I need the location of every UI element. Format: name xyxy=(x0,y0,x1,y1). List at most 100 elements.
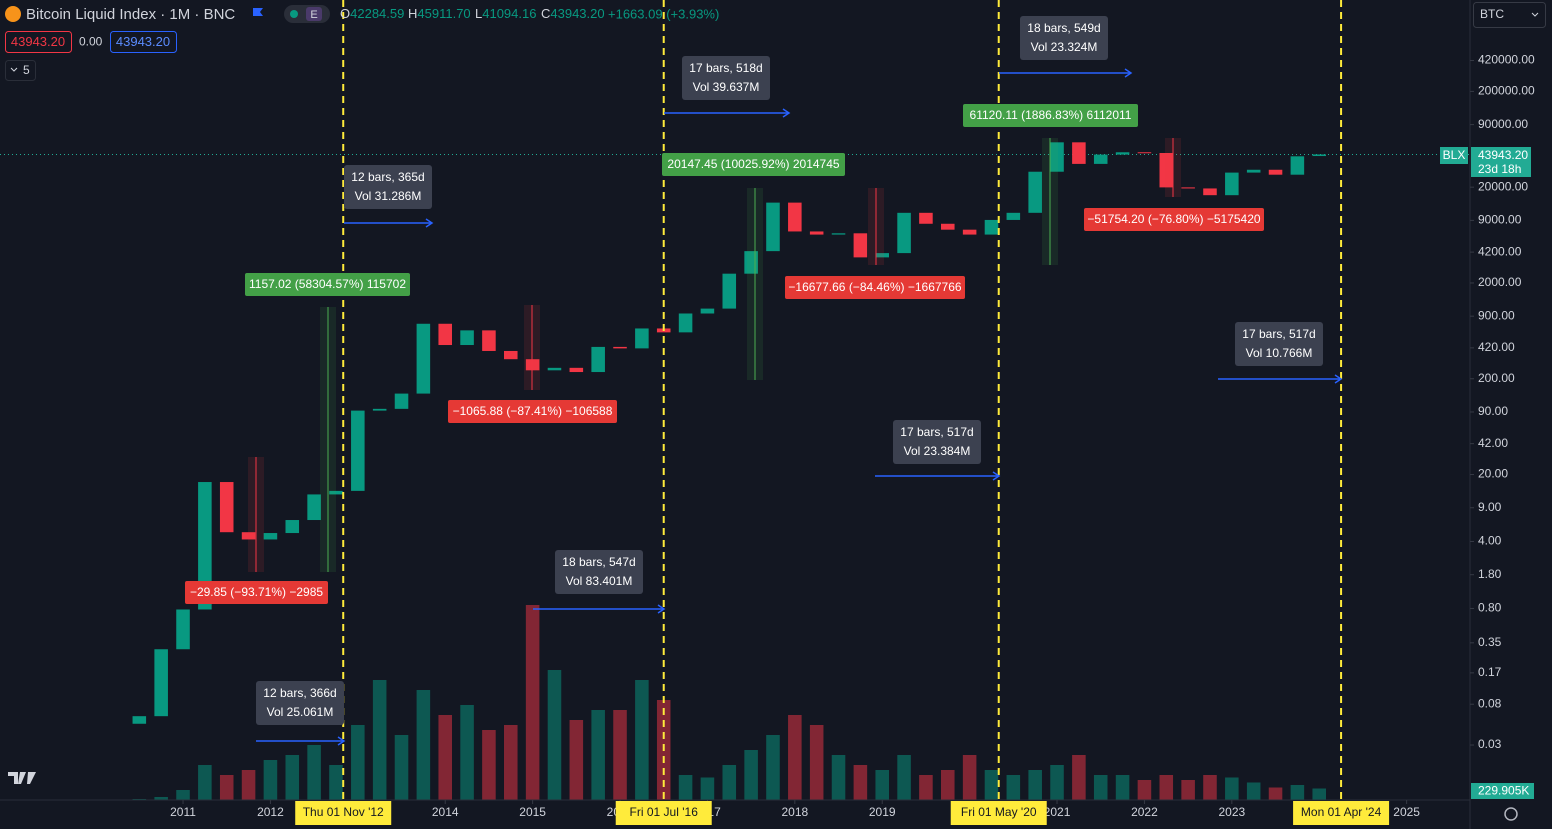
date-range-volume: Vol 39.637M xyxy=(693,80,760,94)
y-tick-label: 0.03 xyxy=(1478,737,1502,751)
candle-body xyxy=(1268,169,1283,175)
date-range-volume: Vol 10.766M xyxy=(1246,346,1313,360)
ohlc-item: H45911.70 xyxy=(408,6,471,21)
price-range-label: −51754.20 (−76.80%) −5175420 xyxy=(1087,212,1260,226)
candle-body xyxy=(613,346,627,349)
buy-button[interactable] xyxy=(110,31,177,53)
candle-body xyxy=(1181,187,1195,189)
price-range-box xyxy=(662,153,845,176)
volume-bar xyxy=(897,755,911,800)
candle-body xyxy=(1137,152,1152,154)
candle-body xyxy=(416,323,431,394)
marker-label: Thu 01 Nov '12 xyxy=(303,805,384,819)
volume-bar xyxy=(416,690,431,800)
symbol-title[interactable]: Bitcoin Liquid Index · 1M · BNC xyxy=(26,6,235,23)
date-range-volume: Vol 23.384M xyxy=(904,444,971,458)
indicators-toggle[interactable] xyxy=(5,60,36,81)
date-range-bars: 18 bars, 547d xyxy=(562,555,635,569)
marker-label: Fri 01 May '20 xyxy=(961,805,1037,819)
candle-body xyxy=(263,533,278,540)
candle-body xyxy=(1203,188,1217,196)
x-tick-label: 2022 xyxy=(1131,805,1158,819)
y-tick-label: 0.80 xyxy=(1478,601,1502,615)
candle-body xyxy=(176,609,190,650)
symbol-tag-bg xyxy=(1440,147,1468,164)
currency-select[interactable] xyxy=(1473,2,1546,28)
date-range-box xyxy=(1235,322,1323,366)
ohlc-key: H xyxy=(408,6,417,21)
toggle-dot xyxy=(290,10,298,18)
arrow-head xyxy=(657,604,666,614)
candle-body xyxy=(460,330,474,346)
arrow-head xyxy=(782,108,791,118)
price-axis: 420000.00 200000.00 90000.00 20000.00 9000.0… xyxy=(1470,53,1535,751)
volume-bar xyxy=(700,777,715,800)
logo[interactable] xyxy=(8,772,36,784)
date-range-volume: Vol 23.324M xyxy=(1031,40,1098,54)
candle-body xyxy=(591,346,605,373)
volume-bar xyxy=(176,790,190,800)
date-range-box xyxy=(344,165,432,209)
marker-label: Fri 01 Jul '16 xyxy=(630,805,699,819)
price-range-box xyxy=(963,104,1138,127)
marker-label: Mon 01 Apr '24 xyxy=(1301,805,1382,819)
candle-body xyxy=(635,328,649,349)
y-tick-label: 20000.00 xyxy=(1478,179,1528,193)
plot-area: 1157.02 (58304.57%) 115702 −29.85 (−93.71… xyxy=(0,0,1470,800)
symbol-tag: BLX xyxy=(1443,148,1466,162)
time-axis: 2011201220142015201620172018201920212022… xyxy=(170,800,1420,825)
volume-bar xyxy=(591,710,605,800)
y-tick-label: 4.00 xyxy=(1478,534,1502,548)
sell-button[interactable] xyxy=(5,31,72,53)
settings-icon[interactable] xyxy=(1504,807,1518,821)
volume-bar xyxy=(154,797,168,800)
change: +1663.09 (+3.93%) xyxy=(608,6,719,21)
ohlc-key: L xyxy=(475,6,482,21)
y-tick-label: 20.00 xyxy=(1478,467,1508,481)
y-tick-label: 0.08 xyxy=(1478,696,1502,710)
volume-bar xyxy=(635,680,649,800)
volume-bar xyxy=(919,775,933,800)
x-tick-label: 2018 xyxy=(781,805,808,819)
volume-bar xyxy=(809,725,824,800)
candle-body xyxy=(241,532,256,540)
candle-body xyxy=(351,410,365,491)
candle-body xyxy=(219,482,234,533)
chevron xyxy=(10,67,18,72)
y-tick-label: 200.00 xyxy=(1478,371,1515,385)
ohlc-item: O42284.59 xyxy=(340,6,404,21)
volume-bar xyxy=(1290,785,1305,800)
y-tick-label: 2000.00 xyxy=(1478,275,1522,289)
candle-body xyxy=(329,490,343,495)
candle-body xyxy=(984,219,999,235)
volume-bar xyxy=(941,770,955,800)
candle-body xyxy=(700,308,715,314)
candle-body xyxy=(198,482,212,610)
flag-icon[interactable] xyxy=(253,8,263,16)
date-range-bars: 17 bars, 517d xyxy=(1242,327,1315,341)
marker-label-bg xyxy=(1293,801,1390,825)
marker-label-bg xyxy=(950,801,1047,825)
volume-bar xyxy=(984,770,999,800)
volume-bar xyxy=(241,770,256,800)
x-tick-label: 2014 xyxy=(432,805,459,819)
date-range-bars: 18 bars, 549d xyxy=(1027,21,1100,35)
y-tick-label: 900.00 xyxy=(1478,308,1515,322)
arrow-head xyxy=(1124,68,1133,78)
price-range-label: −29.85 (−93.71%) −2985 xyxy=(190,585,323,599)
y-tick-label: 90000.00 xyxy=(1478,117,1528,131)
volume-bar xyxy=(482,730,496,800)
y-tick-label: 9.00 xyxy=(1478,500,1502,514)
x-tick-label: 2015 xyxy=(519,805,546,819)
volume-bar xyxy=(438,715,452,800)
price-range-box xyxy=(245,273,410,296)
volume-bar xyxy=(372,680,387,800)
candle-body xyxy=(372,408,387,411)
candle-body xyxy=(438,323,452,346)
volume-bar xyxy=(744,750,758,800)
marker-label-bg xyxy=(295,801,392,825)
candle-body xyxy=(482,330,496,351)
y-tick-label: 4200.00 xyxy=(1478,244,1522,258)
volume-bar xyxy=(351,725,365,800)
